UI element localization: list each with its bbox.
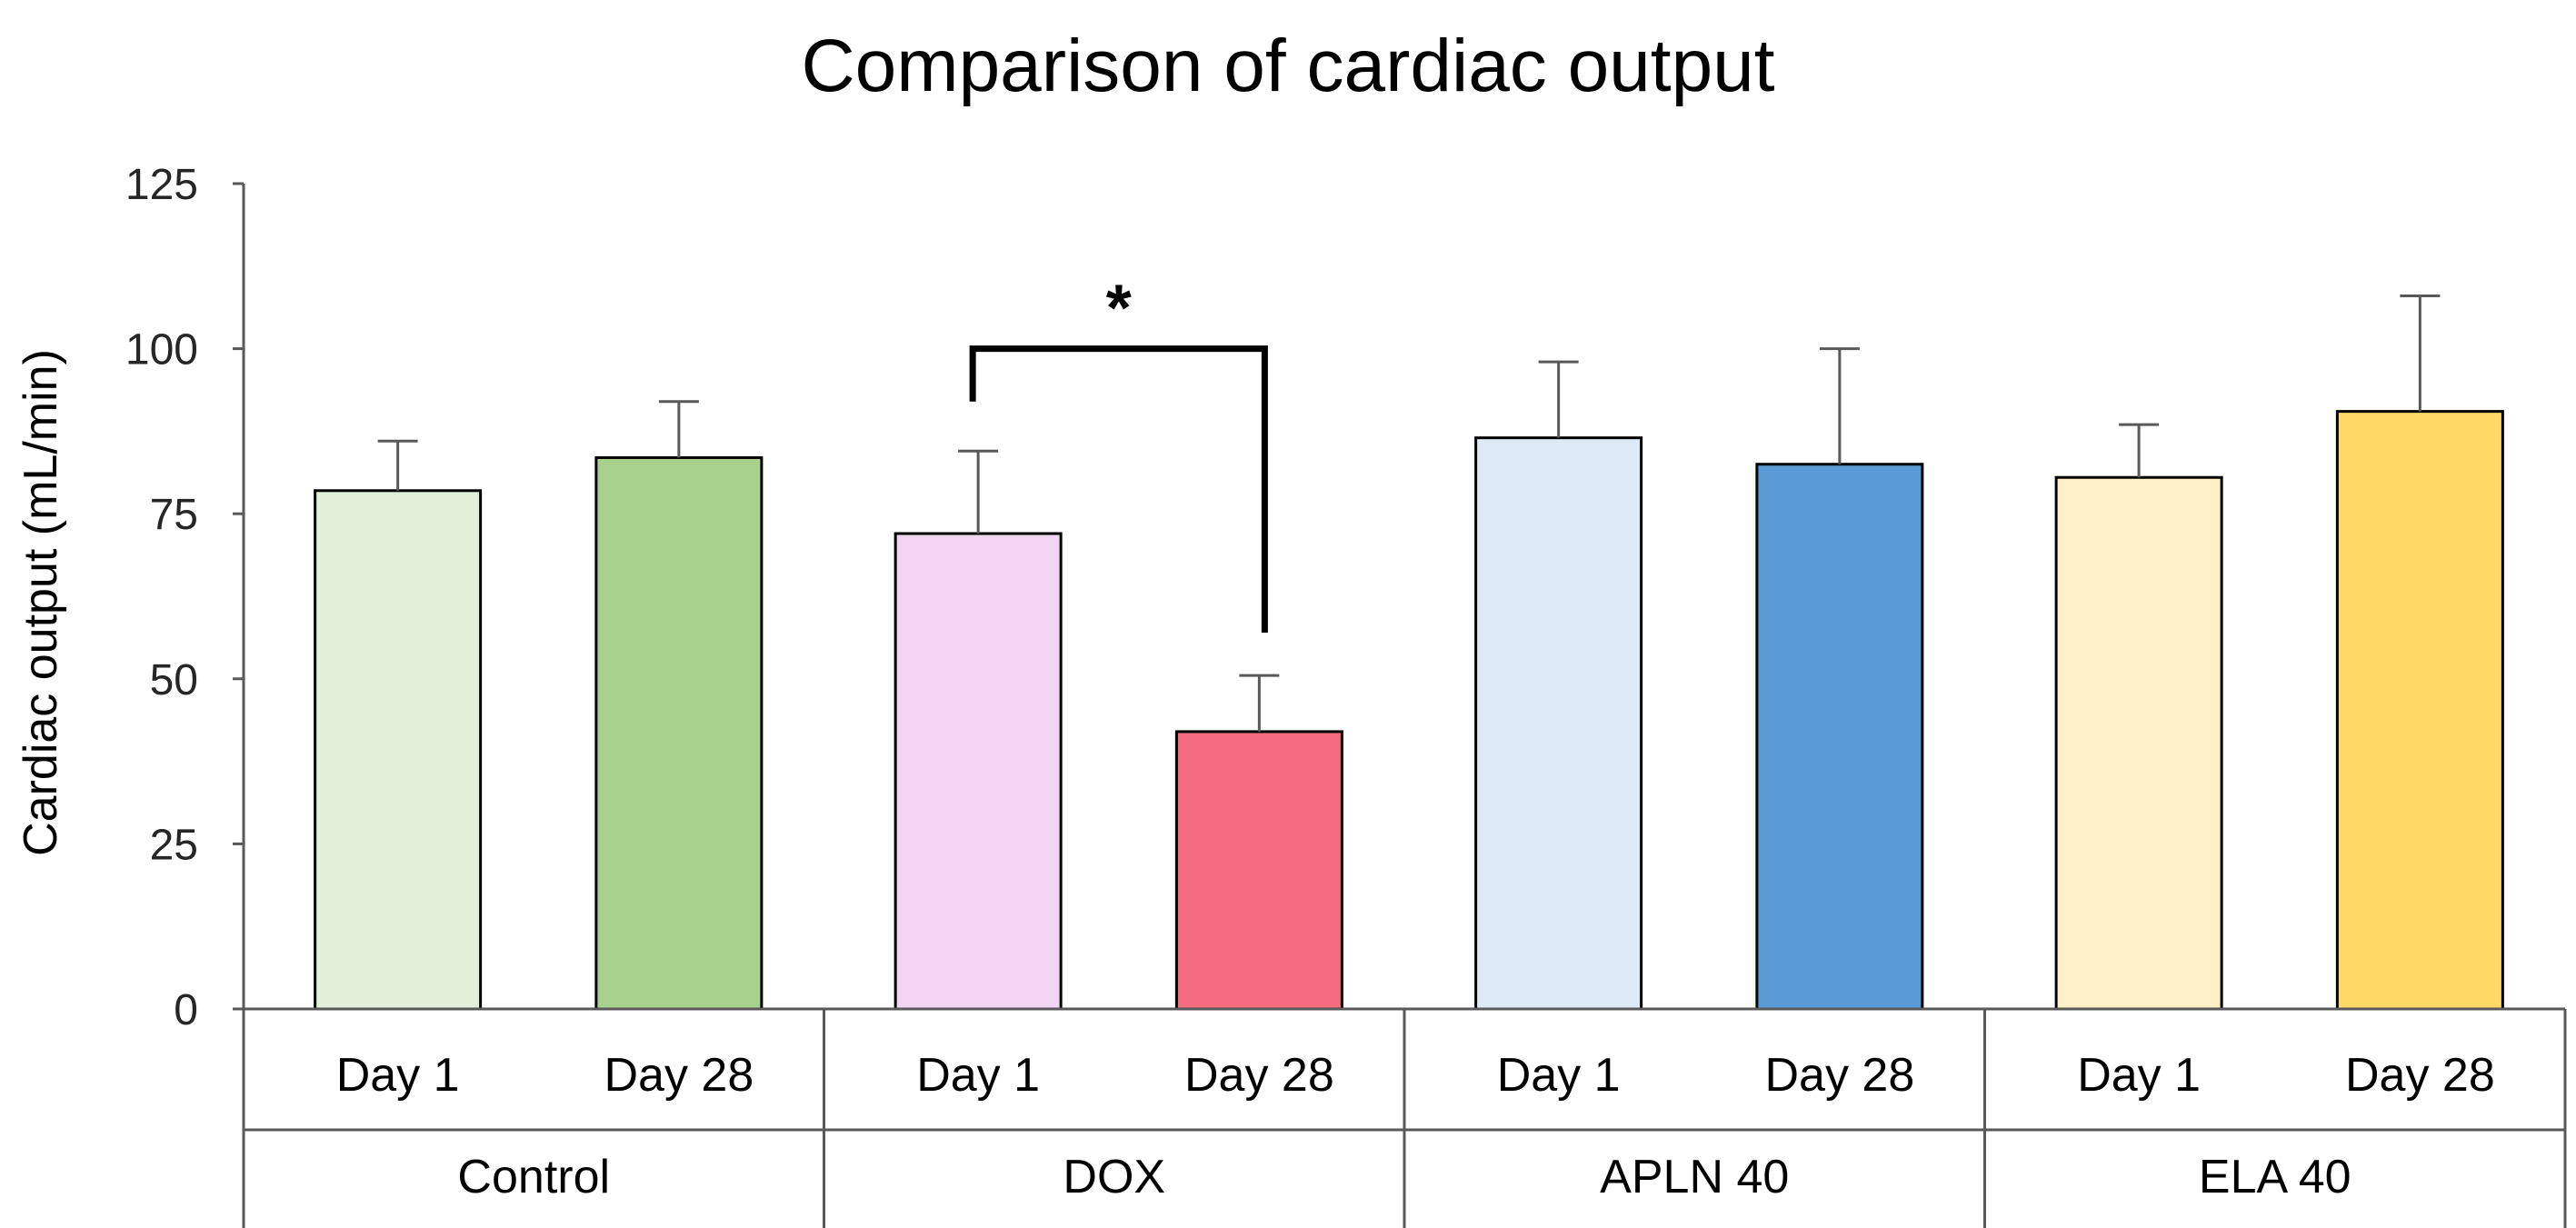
y-tick-label: 25 — [150, 821, 198, 869]
bar — [1174, 730, 1343, 1011]
chart-title: Comparison of cardiac output — [801, 25, 1774, 107]
bar — [1755, 463, 1924, 1011]
x-tick-label: Day 28 — [1184, 1049, 1334, 1102]
group-label: ELA 40 — [2199, 1151, 2351, 1203]
bar — [894, 532, 1063, 1011]
y-tick-label: 75 — [150, 491, 198, 539]
x-tick-label: Day 1 — [336, 1049, 460, 1102]
y-tick-label: 125 — [125, 161, 198, 209]
y-axis-label: Cardiac output (mL/min) — [15, 349, 67, 856]
x-tick-label: Day 1 — [2077, 1049, 2201, 1102]
y-tick-label: 100 — [125, 326, 198, 374]
group-label: APLN 40 — [1600, 1151, 1789, 1203]
error-bars — [377, 294, 2441, 732]
bar — [1474, 436, 1643, 1011]
significance-bracket — [969, 345, 1268, 633]
bar — [594, 455, 764, 1011]
x-tick-label: Day 28 — [2345, 1049, 2495, 1102]
bars — [314, 410, 2504, 1011]
group-label: DOX — [1063, 1151, 1165, 1203]
annotations: * — [969, 273, 1268, 633]
x-tick-label: Day 1 — [1497, 1049, 1621, 1102]
group-label: Control — [457, 1151, 610, 1203]
significance-marker: * — [1106, 273, 1132, 345]
axes: 0 25 50 75 100 125 — [125, 161, 245, 1034]
x-tick-label: Day 28 — [1764, 1049, 1914, 1102]
bar — [2054, 475, 2223, 1011]
x-tick-label: Day 1 — [916, 1049, 1040, 1102]
y-tick-label: 50 — [150, 656, 198, 704]
x-tick-label: Day 28 — [604, 1049, 754, 1102]
bar — [314, 489, 483, 1011]
y-tick-label: 0 — [174, 986, 198, 1034]
x-axis: Day 1 Day 28 Control Day 1 Day 28 DOX Day 1 Day… — [242, 1007, 2567, 1228]
bar — [2335, 410, 2504, 1011]
